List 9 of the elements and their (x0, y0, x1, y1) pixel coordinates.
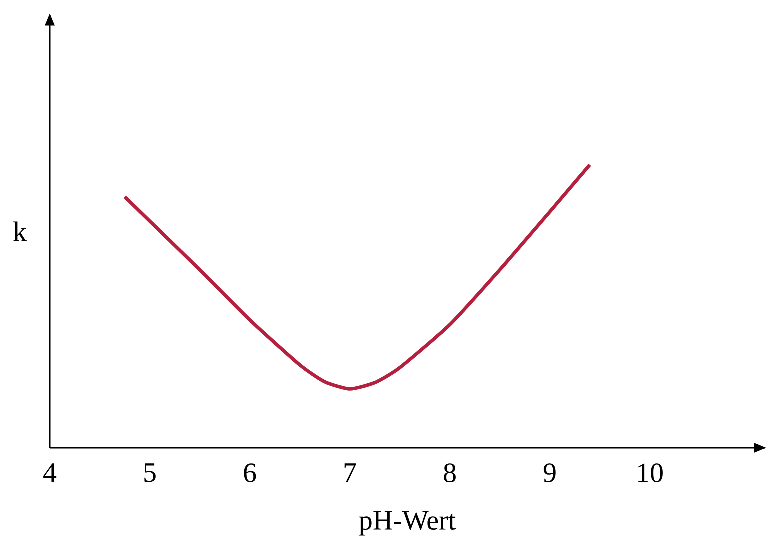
x-tick-label: 6 (244, 464, 256, 482)
x-tick-label: 5 (144, 464, 156, 482)
x-tick-label: 10 (638, 464, 663, 483)
x-tick-label: 9 (544, 464, 556, 482)
x-tick-label: 8 (444, 464, 456, 483)
y-axis-title: k (14, 222, 27, 242)
x-tick-label: 7 (344, 464, 356, 482)
x-axis-title: pH-Wert (359, 511, 456, 536)
x-tick-label: 4 (44, 464, 57, 482)
